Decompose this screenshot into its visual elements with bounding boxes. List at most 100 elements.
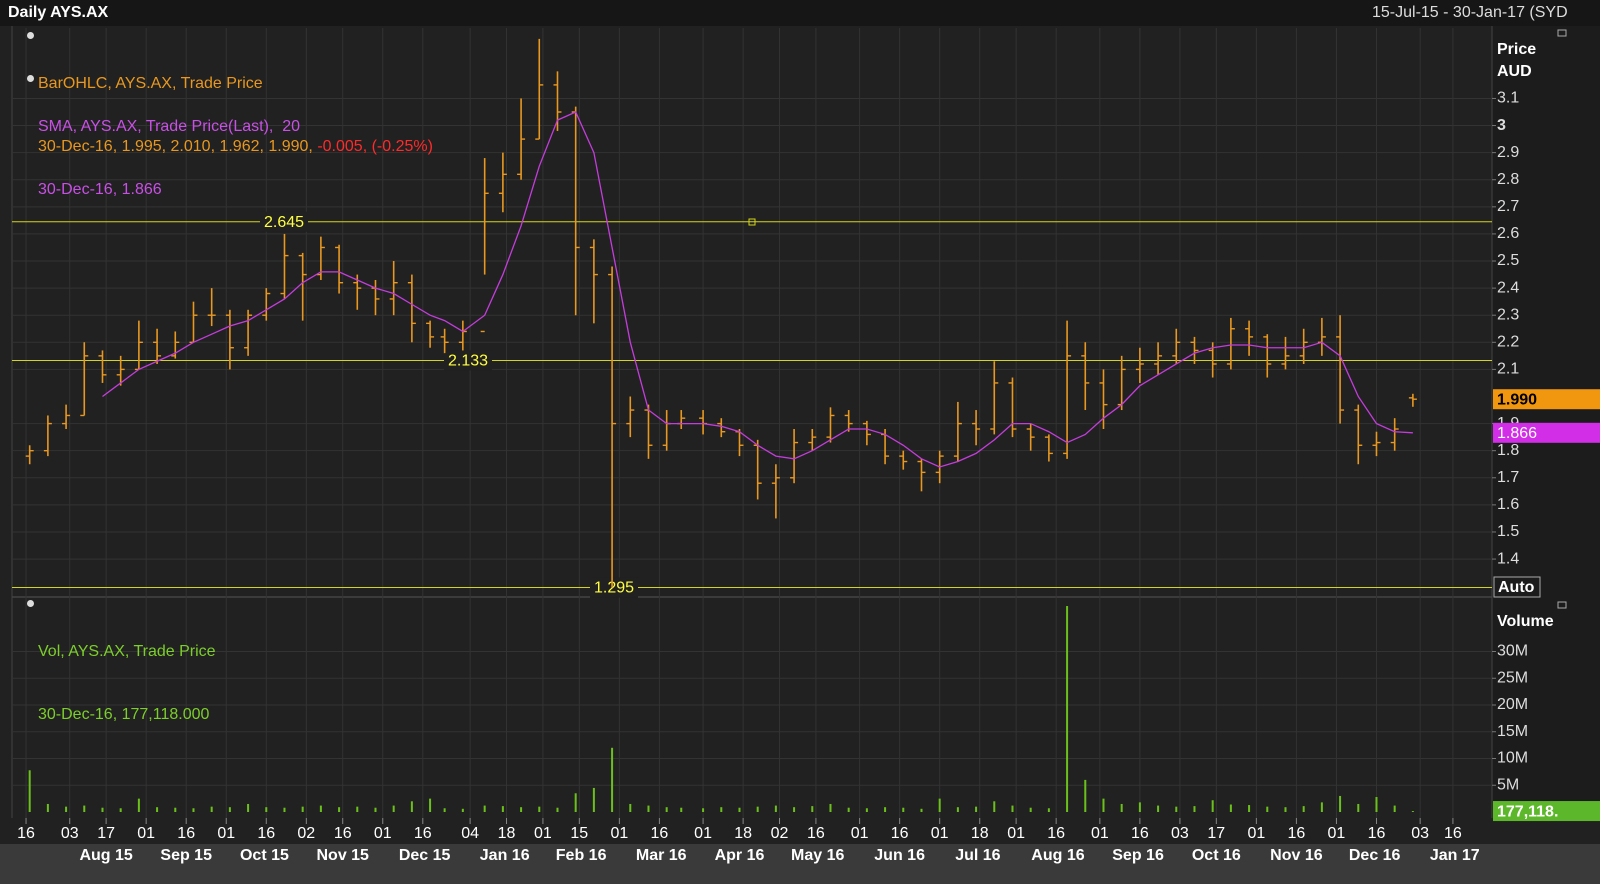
horizontal-line-label: 2.645 [264,214,304,231]
legend-change: -0.005, (-0.25%) [317,138,433,155]
volume-bar [1302,806,1305,812]
volume-bar [1066,606,1069,812]
volume-bar [1284,807,1287,812]
month-label: Apr 16 [715,847,765,864]
volume-bar [592,787,595,812]
volume-bar [356,806,359,812]
month-band [0,844,1600,884]
y-tick-label: 2.7 [1497,198,1519,215]
volume-bar [28,770,31,812]
volume-bar [793,807,796,812]
volume-bar [265,807,268,812]
month-label: Oct 15 [240,847,289,864]
x-tick-label: 01 [1007,825,1025,842]
legend-name: BarOHLC, AYS.AX, Trade Price [38,75,263,92]
title-bar: Daily AYS.AX 15-Jul-15 - 30-Jan-17 (SYD [0,0,1600,26]
y-tick-label: 20M [1497,696,1528,713]
volume-bar [611,747,614,812]
volume-bar [720,807,723,812]
legend-icon[interactable] [27,600,34,607]
x-tick-label: 16 [651,825,669,842]
x-tick-label: 01 [851,825,869,842]
volume-bar [174,807,177,812]
volume-bar [65,806,68,812]
volume-bar [847,807,850,812]
volume-bar [1320,802,1323,812]
volume-bar [483,805,486,812]
volume-bar [538,806,541,812]
volume-bar [1157,805,1160,812]
x-tick-label: 16 [1368,825,1386,842]
volume-bar [137,798,140,812]
x-tick-label: 01 [534,825,552,842]
volume-bar [392,805,395,812]
volume-bar [101,807,104,812]
legend-detail: 30-Dec-16, 1.866 [38,181,162,198]
volume-bar [1393,805,1396,812]
volume-bar [247,803,250,812]
volume-bar [1120,803,1123,812]
x-tick-label: 01 [217,825,235,842]
legend-detail: 30-Dec-16, 177,118.000 [38,706,210,723]
month-label: Aug 15 [79,847,132,864]
x-tick-label: 01 [1247,825,1265,842]
x-tick-label: 03 [1171,825,1189,842]
x-tick-label: 01 [1328,825,1346,842]
volume-bar [410,801,413,812]
x-tick-label: 02 [771,825,789,842]
y-tick-label: 2.1 [1497,361,1519,378]
x-tick-label: 16 [891,825,909,842]
y-tick-label: 2.3 [1497,306,1519,323]
volume-bar [1084,779,1087,812]
x-tick-label: 16 [334,825,352,842]
volume-bar [461,808,464,812]
scale-mode-box[interactable] [1493,576,1541,598]
volume-bar [83,805,86,812]
y-tick-label: 2.5 [1497,252,1519,269]
scale-mode[interactable]: Auto [1498,579,1535,596]
sma-line [102,111,1413,468]
volume-bar [680,807,683,812]
y-tick-label: 1.8 [1497,442,1519,459]
volume-bar [884,807,887,812]
volume-bar [1248,805,1251,812]
volume-bar [429,798,432,812]
volume-bar [938,798,941,812]
volume-bar [738,807,741,812]
volume-bar [319,805,322,812]
volume-bar [756,806,759,812]
current-volume-box [1493,801,1600,822]
panel-icon[interactable] [1557,29,1567,37]
volume-bar [1375,797,1378,812]
y-axis-title: Price [1497,41,1536,58]
volume-bar [1229,804,1232,812]
volume-bar [975,806,978,812]
legend-icon[interactable] [27,75,34,82]
volume-bar [338,807,341,812]
volume-axis-title: Volume [1497,613,1554,630]
panel-icon[interactable] [1557,601,1567,609]
volume-bar [210,806,213,812]
chart-title: Daily AYS.AX [8,4,109,21]
y-tick-label: 10M [1497,750,1528,767]
x-tick-label: 04 [461,825,479,842]
month-label: Dec 16 [1349,847,1401,864]
volume-bar [1029,807,1032,812]
y-tick-label: 1.6 [1497,496,1519,513]
volume-bar [192,808,195,812]
month-label: May 16 [791,847,844,864]
current-price-box [1493,389,1600,410]
volume-bar [811,806,814,812]
legend-icon[interactable] [27,32,34,39]
month-label: Jun 16 [874,847,925,864]
x-tick-label: 16 [1444,825,1462,842]
volume-bar [283,807,286,812]
volume-bar [501,806,504,812]
volume-bar [1102,798,1105,812]
x-tick-label: 18 [734,825,752,842]
legend-name: SMA, AYS.AX, Trade Price(Last), 20 [38,118,301,135]
volume-bar [665,807,668,812]
month-label: Jan 17 [1430,847,1480,864]
month-label: Feb 16 [556,847,607,864]
